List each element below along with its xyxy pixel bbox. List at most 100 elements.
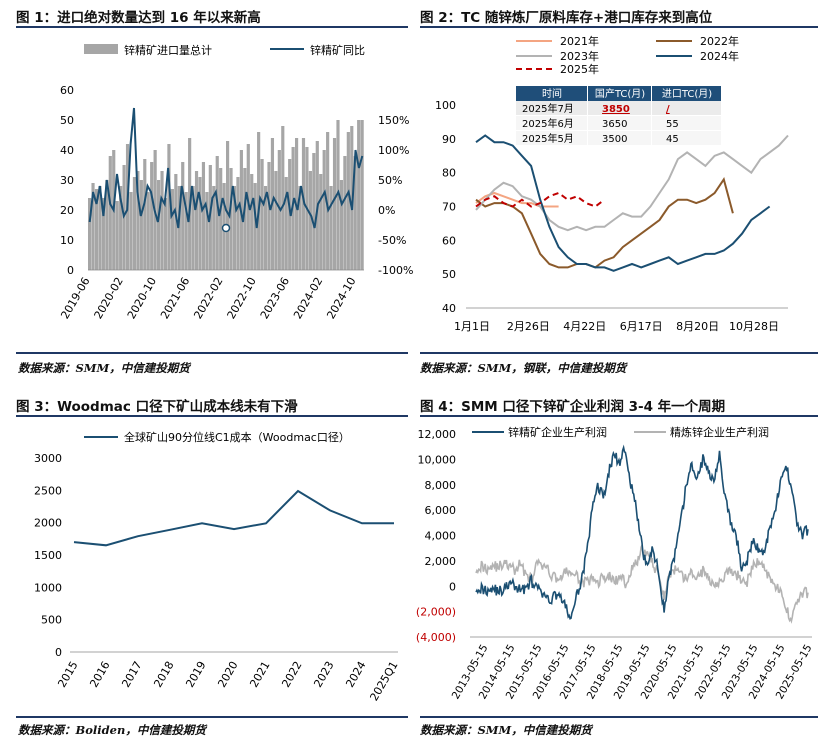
- fig3-x-tick: 2023: [311, 659, 336, 690]
- fig1-bar: [98, 186, 102, 270]
- fig1-x-tick: 2023-06: [258, 275, 292, 321]
- fig2-table-header: 时间: [542, 87, 562, 100]
- fig2-table-cell-bg: [516, 116, 587, 130]
- fig2-table-cell: 2025年6月: [522, 117, 574, 130]
- fig1-bar: [157, 180, 161, 270]
- fig1-bar: [115, 201, 119, 270]
- fig2-table-cell: 3850: [602, 104, 630, 115]
- fig2-y-tick: 60: [442, 234, 456, 247]
- fig1-bar: [119, 186, 123, 270]
- fig2-table-cell: 3650: [602, 119, 627, 130]
- fig2-table-cell-bg: [652, 116, 721, 130]
- fig1-yleft-tick: 50: [60, 114, 74, 127]
- fig2-table-cell: /: [666, 104, 670, 115]
- fig3-x-tick: 2015: [55, 659, 80, 690]
- fig3-y-tick: 3000: [34, 452, 62, 465]
- fig1-bar: [94, 189, 99, 270]
- fig1-yleft-tick: 0: [67, 264, 74, 277]
- fig2-line-2023年: [475, 134, 789, 232]
- fig1-bar: [163, 198, 168, 270]
- fig2-line-2022年: [475, 177, 734, 269]
- fig1-bar: [170, 189, 174, 270]
- fig1-bar: [181, 162, 185, 270]
- fig1-yoy-line: [88, 107, 364, 229]
- fig1-bar: [226, 141, 230, 270]
- fig1-bar: [332, 138, 337, 270]
- fig2-table-cell: 2025年7月: [522, 102, 574, 115]
- fig1-bar: [357, 120, 361, 270]
- fig1-bar: [336, 120, 340, 270]
- fig1-bar: [253, 183, 257, 270]
- fig1-bar: [243, 168, 247, 270]
- fig3-x-tick: 2025Q1: [368, 659, 401, 703]
- fig2-table-cell-bg: [516, 101, 587, 115]
- fig2-y-tick: 70: [442, 201, 456, 214]
- fig1-bar: [146, 192, 150, 270]
- fig4-concentrate-line: [475, 444, 809, 620]
- fig1-marker: [221, 223, 231, 233]
- fig1-bar: [101, 198, 105, 270]
- fig1-bar: [326, 132, 330, 270]
- fig2-table-cell: 55: [666, 119, 679, 130]
- fig1-yright-tick: 150%: [378, 114, 409, 127]
- fig3-y-tick: 1000: [34, 581, 62, 594]
- fig1-yleft-tick: 20: [60, 204, 74, 217]
- fig3-legend-label: 全球矿山90分位线C1成本（Woodmac口径）: [124, 430, 350, 444]
- fig3-y-tick: 500: [41, 614, 62, 627]
- fig1-bar: [136, 171, 140, 270]
- fig2-x-tick: 1月1日: [454, 320, 490, 333]
- fig4-chart: (4,000) (2,000) 0 2,000 4,000 6,000 8,000 10,00…: [416, 425, 815, 701]
- fig2-table-header: 进口TC(月): [662, 88, 712, 100]
- fig3-chart: 0 500 1000 1500 2000 2500 3000 2015 2016 2017 2018…: [34, 430, 401, 703]
- fig1-bar: [194, 171, 199, 270]
- fig1-bar: [132, 177, 137, 270]
- fig1-bar: [322, 150, 326, 270]
- fig2-y-tick: 80: [442, 167, 456, 180]
- fig2-table-cell-bg: [588, 101, 651, 115]
- fig4-y-tick: 2,000: [425, 555, 457, 568]
- fig2-title: 图 2：TC 随锌炼厂原料库存+港口库存来到高位: [420, 10, 713, 26]
- fig2-x-tick: 6月17日: [620, 320, 663, 333]
- fig1-bar: [91, 183, 95, 270]
- fig2-x-tick: 2月26日: [507, 320, 550, 333]
- fig1-bar: [274, 171, 278, 270]
- fig1-source: 数据来源：SMM，中信建投期货: [18, 361, 190, 375]
- fig2-y-tick: 100: [435, 99, 456, 112]
- fig1-bar: [319, 174, 323, 270]
- fig2-y-tick: 40: [442, 302, 456, 315]
- fig2-legend-label: 2023年: [560, 49, 599, 63]
- fig1-bar: [160, 171, 164, 270]
- fig3-bottom-rule: [16, 716, 408, 718]
- fig3-y-tick: 2000: [34, 517, 62, 530]
- fig3-rule: [16, 415, 408, 417]
- fig1-yright-tick: 0%: [378, 204, 395, 217]
- fig2-line-2024年: [475, 134, 771, 272]
- fig2-table-cell-bg: [588, 131, 651, 145]
- fig1-x-tick: 2024-02: [291, 275, 325, 321]
- fig4-y-tick: (4,000): [416, 631, 456, 644]
- fig1-legend-line: 锌精矿同比: [310, 43, 365, 57]
- fig1-bar: [284, 177, 288, 270]
- fig1-bar: [167, 144, 171, 270]
- fig4-y-tick: 0: [449, 580, 456, 593]
- fig1-bar: [298, 186, 302, 270]
- fig2-table-header: 国产TC(月): [595, 87, 645, 100]
- fig1-yright-tick: -100%: [378, 264, 413, 277]
- fig1-bar: [353, 156, 357, 270]
- fig4-legend-refined: 精炼锌企业生产利润: [670, 425, 769, 439]
- fig1-yleft-tick: 10: [60, 234, 74, 247]
- fig4-y-tick: 8,000: [425, 479, 457, 492]
- fig1-bar: [267, 162, 271, 270]
- fig1-legend-swatch-bar: [84, 44, 118, 54]
- fig3-x-tick: 2016: [87, 659, 112, 690]
- fig3-x-tick: 2017: [119, 659, 144, 690]
- fig1-bar: [184, 192, 188, 270]
- fig1-legend-bar: 锌精矿进口量总计: [124, 43, 212, 57]
- fig1-bar: [339, 180, 344, 270]
- fig2-rule: [420, 26, 818, 28]
- fig2-table-header-cell: [516, 86, 587, 101]
- fig1-x-tick: 2020-10: [125, 275, 159, 321]
- fig2-table-header-cell: [652, 86, 721, 101]
- fig1-bar: [129, 192, 133, 270]
- fig4-y-tick: 12,000: [418, 428, 457, 441]
